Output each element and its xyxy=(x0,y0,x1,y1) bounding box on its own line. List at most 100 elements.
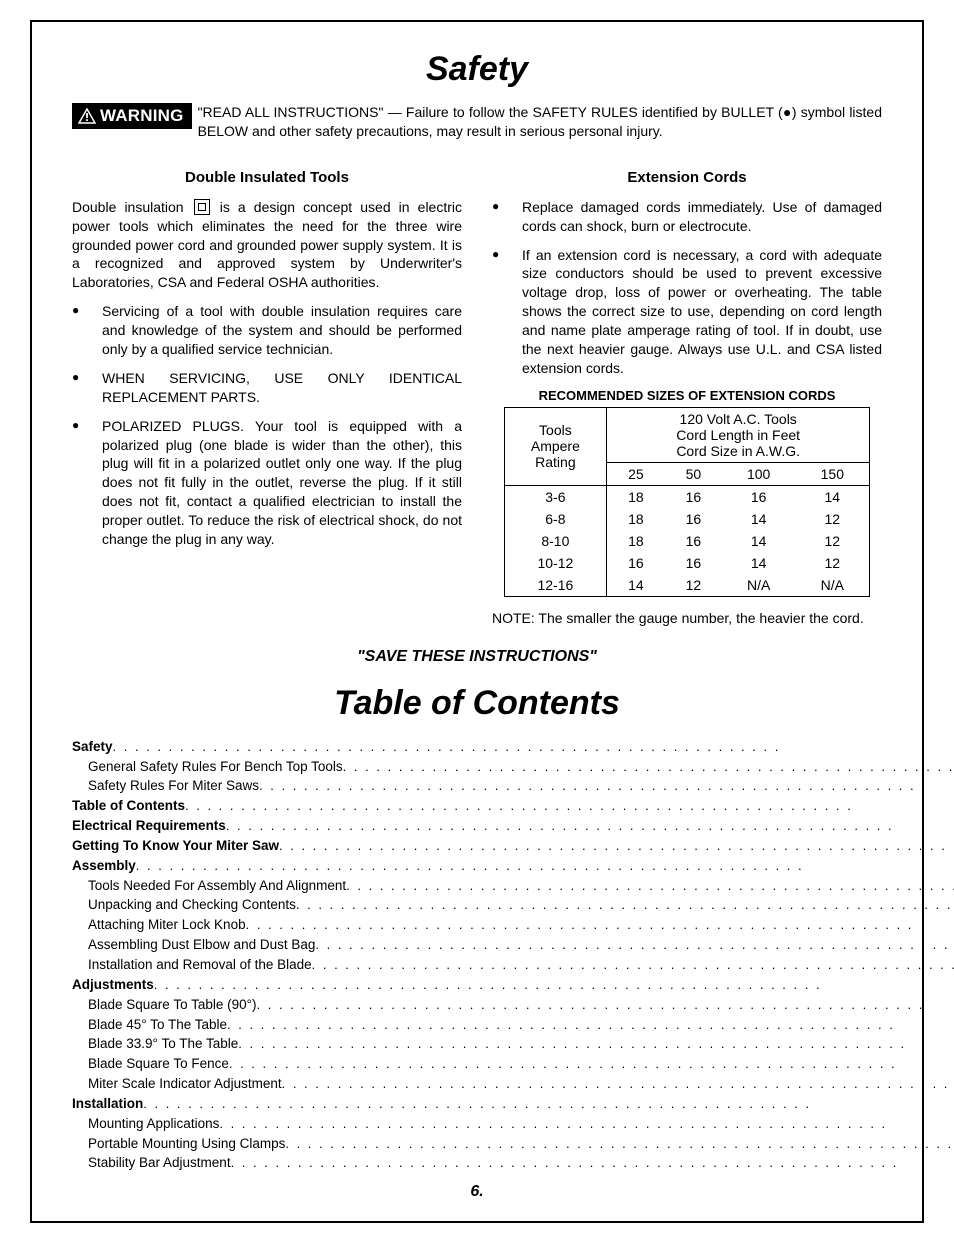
double-insulated-intro: Double insulation is a design concept us… xyxy=(72,198,462,292)
amp-cell: 6-8 xyxy=(504,508,606,530)
toc-dots xyxy=(227,1016,954,1035)
toc-dots xyxy=(246,916,954,935)
amp-cell: 12-16 xyxy=(504,574,606,597)
toc-entry: Mounting Applications17 xyxy=(72,1114,954,1134)
toc-dots xyxy=(136,857,954,876)
save-instructions: "SAVE THESE INSTRUCTIONS" xyxy=(72,648,882,666)
toc-dots xyxy=(113,738,954,757)
toc-entry: Miter Scale Indicator Adjustment16 xyxy=(72,1074,954,1094)
toc-left-column: Safety2-6General Safety Rules For Bench … xyxy=(72,737,954,1174)
right-bullet: If an extension cord is necessary, a cor… xyxy=(492,246,882,378)
gauge-cell: N/A xyxy=(722,574,795,597)
th-line: Rating xyxy=(535,454,575,470)
toc-entry: Portable Mounting Using Clamps18 xyxy=(72,1134,954,1154)
toc-entry: Unpacking and Checking Contents10 xyxy=(72,895,954,915)
toc-label: Assembly xyxy=(72,856,136,876)
warning-text: "READ ALL INSTRUCTIONS" — Failure to fol… xyxy=(198,103,882,141)
toc-entry: Assembling Dust Elbow and Dust Bag11 xyxy=(72,935,954,955)
toc-entry: Installation17-18 xyxy=(72,1094,954,1114)
toc-dots xyxy=(346,877,954,896)
toc-entry: Table of Contents6 xyxy=(72,796,954,816)
double-insulation-icon xyxy=(194,199,210,215)
safety-heading: Safety xyxy=(72,50,882,89)
toc-entry: Attaching Miter Lock Knob11 xyxy=(72,915,954,935)
toc-dots xyxy=(279,837,954,856)
gauge-cell: N/A xyxy=(795,574,869,597)
gauge-cell: 16 xyxy=(607,552,665,574)
table-header-right: 120 Volt A.C. Tools Cord Length in Feet … xyxy=(607,407,870,462)
toc-label: Attaching Miter Lock Knob xyxy=(72,915,246,935)
gauge-cell: 16 xyxy=(665,485,722,508)
toc-label: Stability Bar Adjustment xyxy=(72,1153,231,1173)
toc-dots xyxy=(185,797,954,816)
toc-entry: Tools Needed For Assembly And Alignment1… xyxy=(72,876,954,896)
gauge-cell: 12 xyxy=(795,508,869,530)
gauge-cell: 14 xyxy=(722,508,795,530)
table-title: RECOMMENDED SIZES OF EXTENSION CORDS xyxy=(492,388,882,403)
double-insulated-heading: Double Insulated Tools xyxy=(72,169,462,186)
toc-label: Blade 33.9° To The Table xyxy=(72,1034,238,1054)
toc-dots xyxy=(282,1075,954,1094)
length-header: 150 xyxy=(795,462,869,485)
toc-dots xyxy=(238,1035,954,1054)
toc-label: Blade Square To Fence xyxy=(72,1054,229,1074)
gauge-cell: 14 xyxy=(722,552,795,574)
toc-columns: Safety2-6General Safety Rules For Bench … xyxy=(72,737,882,1174)
gauge-cell: 16 xyxy=(722,485,795,508)
toc-dots xyxy=(231,1154,954,1173)
toc-label: Miter Scale Indicator Adjustment xyxy=(72,1074,282,1094)
toc-label: Electrical Requirements xyxy=(72,816,226,836)
th-line: Tools xyxy=(539,422,572,438)
toc-dots xyxy=(296,896,954,915)
th-line: 120 Volt A.C. Tools xyxy=(680,411,797,427)
toc-label: General Safety Rules For Bench Top Tools xyxy=(72,757,343,777)
extension-cords-heading: Extension Cords xyxy=(492,169,882,186)
toc-label: Tools Needed For Assembly And Alignment xyxy=(72,876,346,896)
amp-cell: 3-6 xyxy=(504,485,606,508)
extension-cord-table: Tools Ampere Rating 120 Volt A.C. Tools … xyxy=(504,407,871,597)
warning-label: WARNING xyxy=(100,106,184,126)
toc-label: Assembling Dust Elbow and Dust Bag xyxy=(72,935,315,955)
right-bullet: Replace damaged cords immediately. Use o… xyxy=(492,198,882,236)
gauge-cell: 14 xyxy=(795,485,869,508)
table-header-left: Tools Ampere Rating xyxy=(504,407,606,485)
th-line: Cord Size in A.W.G. xyxy=(676,443,800,459)
toc-dots xyxy=(226,817,954,836)
amp-cell: 8-10 xyxy=(504,530,606,552)
toc-entry: Safety Rules For Miter Saws3-6 xyxy=(72,776,954,796)
toc-entry: Blade Square To Fence16 xyxy=(72,1054,954,1074)
left-bullet: Servicing of a tool with double insulati… xyxy=(72,302,462,359)
gauge-cell: 16 xyxy=(665,552,722,574)
toc-entry: Assembly10-12 xyxy=(72,856,954,876)
toc-dots xyxy=(154,976,954,995)
toc-label: Blade Square To Table (90°) xyxy=(72,995,257,1015)
toc-entry: Safety2-6 xyxy=(72,737,954,757)
toc-entry: Stability Bar Adjustment18 xyxy=(72,1153,954,1173)
toc-label: Mounting Applications xyxy=(72,1114,219,1134)
toc-label: Unpacking and Checking Contents xyxy=(72,895,296,915)
toc-entry: Blade Square To Table (90°)13 xyxy=(72,995,954,1015)
safety-columns: Double Insulated Tools Double insulation… xyxy=(72,165,882,636)
length-header: 100 xyxy=(722,462,795,485)
toc-dots xyxy=(285,1135,954,1154)
toc-entry: Getting To Know Your Miter Saw8-9 xyxy=(72,836,954,856)
toc-label: Safety Rules For Miter Saws xyxy=(72,776,259,796)
toc-entry: Blade 33.9° To The Table15 xyxy=(72,1034,954,1054)
gauge-cell: 18 xyxy=(607,530,665,552)
toc-entry: Blade 45° To The Table14 xyxy=(72,1015,954,1035)
toc-entry: General Safety Rules For Bench Top Tools… xyxy=(72,757,954,777)
th-line: Cord Length in Feet xyxy=(676,427,800,443)
warning-block: WARNING "READ ALL INSTRUCTIONS" — Failur… xyxy=(72,103,882,141)
right-column: Extension Cords Replace damaged cords im… xyxy=(492,165,882,636)
warning-triangle-icon xyxy=(78,108,96,124)
gauge-cell: 12 xyxy=(795,530,869,552)
gauge-cell: 12 xyxy=(795,552,869,574)
toc-label: Blade 45° To The Table xyxy=(72,1015,227,1035)
toc-label: Installation and Removal of the Blade xyxy=(72,955,312,975)
intro-part-a: Double insulation xyxy=(72,199,192,215)
toc-dots xyxy=(143,1095,954,1114)
toc-dots xyxy=(229,1055,954,1074)
warning-badge: WARNING xyxy=(72,103,192,129)
left-bullet: POLARIZED PLUGS. Your tool is equipped w… xyxy=(72,417,462,549)
toc-entry: Installation and Removal of the Blade12 xyxy=(72,955,954,975)
